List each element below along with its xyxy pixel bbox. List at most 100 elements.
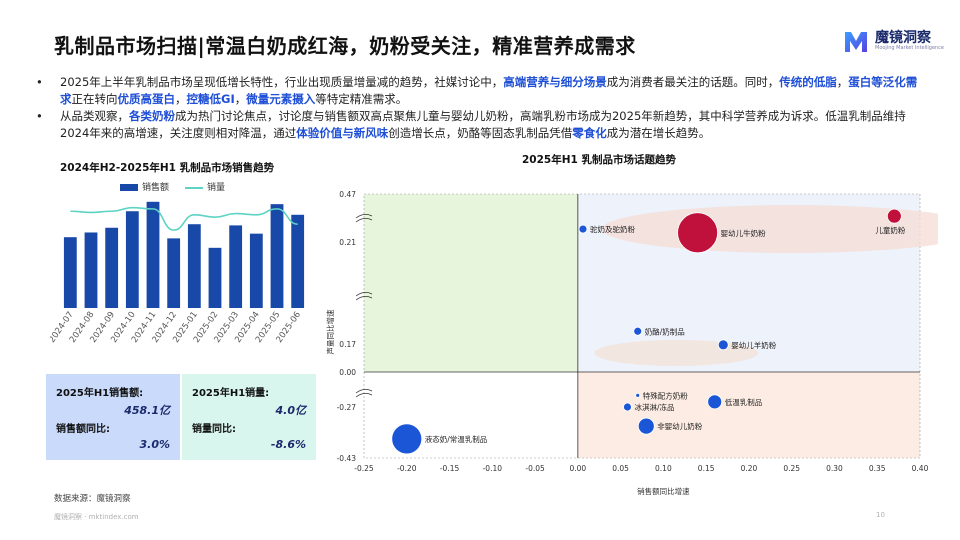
plot-frame [363, 193, 921, 459]
topic-bubble-chart: 0.47 0.21 0.17 0.00 -0.27 -0.43-0.25 -0.20 -0.1… [325, 190, 938, 496]
brand-logo: 魔镜洞察 Moojing Market Intelligence [843, 28, 944, 54]
highlight-phrase: 传统的低脂 [779, 75, 837, 89]
highlight-ellipse-mid [594, 340, 759, 366]
bubble-point [677, 212, 719, 254]
sales-bar [105, 227, 119, 308]
x-tick-label: 0.10 [655, 464, 672, 473]
bubble-label: 驼奶及驼奶粉 [590, 224, 635, 234]
highlight-phrase: 零食化 [572, 126, 607, 140]
bubble-label: 奶酪/奶制品 [645, 326, 685, 336]
bullet-phrase: ， [175, 92, 187, 106]
quadrant-bottom-right [577, 372, 920, 458]
x-tick-label: -0.15 [440, 464, 460, 473]
kpi-volume-yoy-value: -8.6% [270, 438, 306, 451]
sales-bar [125, 211, 139, 308]
highlight-phrase: 微量元素摄入 [246, 92, 316, 106]
x-tick-label: -0.05 [525, 464, 545, 473]
x-tick-label: 0.00 [569, 464, 586, 473]
bubble-point [633, 326, 643, 336]
kpi-volume-value: 4.0亿 [275, 404, 307, 417]
x-tick-label: -0.10 [483, 464, 503, 473]
bubble-label: 婴幼儿牛奶粉 [721, 228, 766, 238]
y-tick-label: 0.00 [339, 368, 356, 377]
highlight-phrase: 控糖低GI [186, 92, 235, 106]
bubble-point [623, 402, 632, 412]
sales-legend: 销售额 销量 [120, 180, 225, 193]
bubble-point [707, 394, 723, 410]
x-tick-label: 0.40 [912, 464, 929, 473]
x-tick-label: -0.20 [397, 464, 417, 473]
sales-bar [291, 214, 305, 308]
bullet-phrase: 创造增长点，奶酪等固态乳制品凭借 [388, 126, 573, 140]
bubble-label: 液态奶/常温乳制品 [425, 434, 488, 444]
bullet-phrase: 成为热门讨论焦点，讨论度与销售额双高点聚焦儿童与婴幼儿奶粉，高端乳粉市场成为20… [60, 109, 906, 140]
y-tick-label: 0.21 [339, 238, 356, 247]
bubble-label: 儿童奶粉 [875, 225, 905, 235]
summary-bullets: • 2025年上半年乳制品市场呈现低增长特性，行业出现质量增量减的趋势，社媒讨论… [36, 74, 926, 142]
kpi-sales-value: 458.1亿 [124, 404, 170, 417]
highlight-phrase: 各类奶粉 [129, 109, 175, 123]
axis-break-mark [355, 389, 373, 394]
axis-break-mark [355, 292, 373, 297]
x-tick-label: 0.20 [741, 464, 758, 473]
bubble-point [637, 417, 655, 435]
x-tick-label: 0.05 [612, 464, 629, 473]
highlight-phrase: 优质高蛋白 [117, 92, 176, 106]
sales-bar [167, 238, 181, 308]
bubble-label: 婴幼儿羊奶粉 [731, 340, 776, 350]
bullet-phrase: 成为消费者最关注的话题。同时， [606, 75, 780, 89]
highlight-phrase: 高端营养与细分场景 [503, 75, 607, 89]
x-tick-label: 0.30 [826, 464, 843, 473]
axis-break-mark [355, 214, 373, 219]
bubble-label: 低温乳制品 [725, 397, 763, 407]
x-axis-label: 销售额同比增速 [637, 486, 690, 496]
x-tick-label: -0.25 [354, 464, 374, 473]
sales-bar [187, 224, 201, 308]
axis-break-mark [355, 218, 373, 223]
bullet-phrase: 正在转向 [71, 92, 118, 106]
sales-bar [63, 237, 77, 308]
legend-sales: 销售额 [120, 180, 169, 193]
bubble-point [578, 224, 588, 234]
sales-bar [249, 233, 263, 308]
x-tick-label: 0.35 [869, 464, 886, 473]
bullet-dot: • [36, 75, 43, 89]
y-tick-label: -0.43 [337, 454, 357, 463]
volume-line [70, 206, 298, 231]
bullet-text: 2025年上半年乳制品市场呈现低增长特性，行业出现质量增量减的趋势，社媒讨论中，… [60, 74, 926, 108]
legend-volume: 销量 [185, 180, 225, 193]
kpi-volume-card: 2025年H1销量: 4.0亿 销量同比: -8.6% [182, 374, 316, 460]
kpi-sales-card: 2025年H1销售额: 458.1亿 销售额同比: 3.0% [46, 374, 180, 460]
right-chart-title: 2025年H1 乳制品市场话题趋势 [522, 154, 676, 166]
page-number: 10 [876, 511, 885, 519]
quadrant-top-left [364, 194, 578, 372]
x-tick-label: 0.25 [783, 464, 800, 473]
bullet-phrase: 2025年上半年乳制品市场呈现低增长特性，行业出现质量增量减的趋势，社媒讨论中， [60, 75, 504, 89]
kpi-volume-label: 2025年H1销量: [192, 388, 270, 399]
y-tick-label: -0.27 [337, 403, 357, 412]
footer-text: 魔镜洞察 · mktindex.com [54, 513, 139, 521]
legend-sales-label: 销售额 [142, 183, 170, 193]
page-title: 乳制品市场扫描|常温白奶成红海，奶粉受关注，精准营养成需求 [54, 34, 636, 58]
sales-bar [146, 201, 160, 308]
bubble-point [635, 392, 641, 398]
y-tick-label: 0.17 [339, 340, 356, 349]
logo-subtitle: Moojing Market Intelligence [875, 44, 945, 51]
highlight-phrase: 蛋白等泛化需求 [60, 75, 918, 106]
bubble-point [717, 339, 729, 351]
logo-name: 魔镜洞察 [875, 29, 931, 46]
bubble-label: 冰淇淋/冻品 [634, 402, 674, 412]
bullet-1: • 2025年上半年乳制品市场呈现低增长特性，行业出现质量增量减的趋势，社媒讨论… [36, 74, 926, 108]
bubble-point [391, 423, 423, 455]
bullet-2: • 从品类观察，各类奶粉成为热门讨论焦点，讨论度与销售额双高点聚焦儿童与婴幼儿奶… [36, 108, 926, 142]
bubble-label: 非婴幼儿奶粉 [657, 421, 702, 431]
data-source: 数据来源：魔镜洞察 [54, 494, 131, 504]
bullet-phrase: ， [234, 92, 247, 106]
bubble-label: 特殊配方奶粉 [643, 390, 688, 400]
x-tick-label: 0.15 [698, 464, 715, 473]
bullet-dot: • [36, 109, 43, 123]
sales-bar [208, 247, 222, 308]
kpi-sales-yoy-label: 销售额同比: [56, 424, 110, 435]
bullet-phrase: 成为潜在增长趋势。 [606, 126, 711, 140]
left-chart-title: 2024年H2-2025年H1 乳制品市场销售趋势 [60, 162, 275, 174]
